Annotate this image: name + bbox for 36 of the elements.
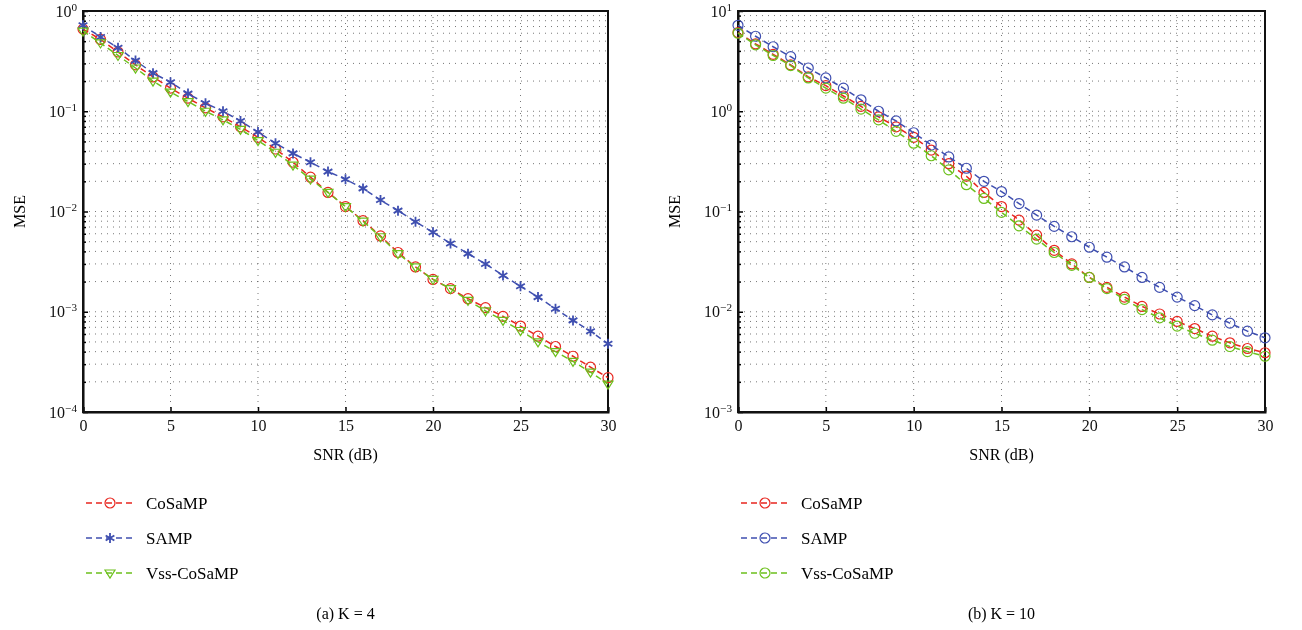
y-tick-label: 10$^{−4}$ [49, 401, 78, 421]
x-tick-label: 30 [1257, 417, 1274, 435]
y-tick-label: 10$^{0}$ [710, 100, 733, 120]
x-tick-label: 0 [79, 417, 88, 435]
y-tick-label: 10$^{1}$ [710, 0, 732, 20]
x-tick-label: 25 [513, 417, 529, 435]
legend-label: Vss-CoSaMP [801, 564, 894, 583]
y-tick-label: 10$^{−2}$ [49, 201, 77, 221]
legend-label: SAMP [146, 529, 193, 548]
y-tick-label: 10$^{−1}$ [49, 100, 77, 120]
x-tick-label: 25 [1169, 417, 1186, 435]
x-tick-label: 0 [734, 417, 743, 435]
text: (a) K = 4 [316, 605, 375, 623]
x-axis-title: SNR (dB) [969, 446, 1034, 464]
legend-label: SAMP [801, 529, 848, 548]
y-axis-title: MSE [666, 195, 683, 228]
legend-label: Vss-CoSaMP [146, 564, 239, 583]
x-tick-label: 15 [994, 417, 1010, 435]
text: (b) K = 10 [967, 605, 1036, 623]
x-tick-label: 5 [167, 417, 175, 435]
x-tick-label: 10 [250, 417, 267, 435]
x-tick-label: 20 [1081, 417, 1098, 435]
x-tick-label: 20 [425, 417, 442, 435]
y-tick-label: 10$^{−1}$ [704, 201, 732, 221]
y-tick-label: 10$^{−3}$ [49, 301, 78, 321]
y-tick-label: 10$^{−3}$ [704, 401, 733, 421]
x-axis-title: SNR (dB) [313, 446, 378, 464]
y-axis-title: MSE [11, 195, 28, 228]
y-tick-label: 10$^{−2}$ [704, 301, 732, 321]
legend-label: CoSaMP [801, 494, 863, 513]
y-tick-label: 10$^{0}$ [55, 0, 78, 20]
x-tick-label: 5 [822, 417, 831, 435]
x-tick-label: 15 [338, 417, 354, 435]
legend-label: CoSaMP [146, 494, 208, 513]
x-tick-label: 10 [906, 417, 923, 435]
x-tick-label: 30 [600, 417, 617, 435]
